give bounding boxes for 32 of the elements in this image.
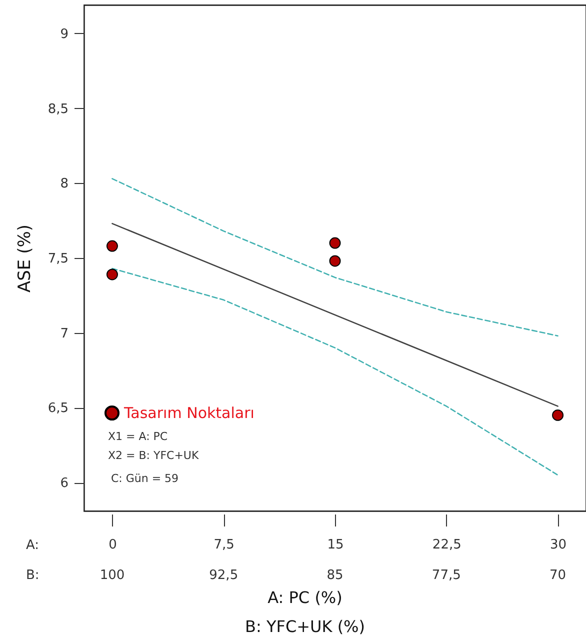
point bbox=[329, 237, 341, 249]
x-tick-label: 30 bbox=[550, 538, 567, 552]
line-series bbox=[112, 178, 558, 336]
point bbox=[552, 409, 564, 421]
x-tick-label: 7,5 bbox=[214, 538, 234, 552]
annotation: C: Gün = 59 bbox=[111, 472, 179, 485]
x2-tick-label: 77,5 bbox=[432, 568, 461, 583]
legend-label: Tasarım Noktaları bbox=[123, 404, 254, 422]
y-axis-title: ASE (%) bbox=[14, 224, 35, 292]
x-tick-label: 0 bbox=[108, 538, 117, 552]
annotation: X1 = A: PC bbox=[108, 430, 168, 443]
y-tick-label: 8 bbox=[60, 176, 68, 192]
x2-axis-title: B: YFC+UK (%) bbox=[245, 617, 365, 636]
y-tick-label: 9 bbox=[60, 26, 68, 42]
point bbox=[106, 268, 118, 280]
point bbox=[106, 240, 118, 252]
point bbox=[329, 255, 341, 267]
x2-tick-label: 92,5 bbox=[209, 568, 238, 583]
y-tick-label: 8,5 bbox=[48, 102, 68, 117]
y-tick-label: 7 bbox=[60, 326, 68, 342]
text: B: bbox=[26, 568, 40, 583]
x-axis-title: A: PC (%) bbox=[268, 588, 342, 607]
x-tick-label: 15 bbox=[327, 538, 344, 552]
text: A: bbox=[26, 538, 40, 553]
x2-tick-label: 85 bbox=[326, 568, 344, 583]
x-tick-label: 22,5 bbox=[432, 538, 462, 552]
y-tick-label: 6,5 bbox=[48, 401, 68, 416]
annotation: X2 = B: YFC+UK bbox=[108, 449, 200, 462]
x2-tick-label: 70 bbox=[550, 568, 566, 583]
y-tick-label: 7,5 bbox=[48, 252, 68, 266]
y-tick-label: 6 bbox=[60, 476, 68, 492]
x2-tick-label: 100 bbox=[100, 568, 125, 583]
